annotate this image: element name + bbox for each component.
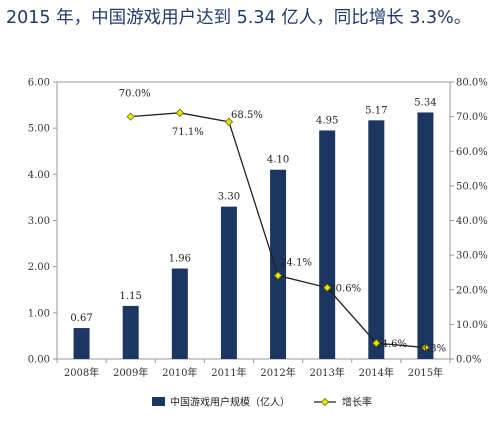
legend-swatch-bar xyxy=(152,397,165,406)
bar-value-label: 1.96 xyxy=(169,254,191,265)
legend-label-line: 增长率 xyxy=(342,396,372,409)
growth-rate-label: 24.1% xyxy=(280,258,312,269)
right-axis: 0.0% 10.0% 20.0% 30.0% 40.0% 50.0% 60.0% 70.0% 8… xyxy=(450,78,488,366)
left-tick-label: 2.00 xyxy=(28,262,50,273)
bar-value-label: 4.95 xyxy=(316,115,338,126)
bar xyxy=(319,130,336,359)
bar xyxy=(220,206,237,359)
bar xyxy=(73,328,90,359)
growth-rate-point xyxy=(372,338,381,348)
right-tick-label: 60.0% xyxy=(456,147,488,158)
x-tick-label: 2010年 xyxy=(162,366,197,379)
bar-value-label: 5.17 xyxy=(365,105,387,116)
x-tick-label: 2015年 xyxy=(408,366,443,379)
right-tick-label: 70.0% xyxy=(456,112,488,123)
growth-rate-point xyxy=(323,283,332,292)
growth-rate-label: 71.1% xyxy=(172,127,204,138)
page-headline: 2015 年，中国游戏用户达到 5.34 亿人，同比增长 3.3%。 xyxy=(6,8,472,28)
left-tick-label: 3.00 xyxy=(28,216,50,227)
plot-frame xyxy=(56,81,451,360)
bar xyxy=(171,268,188,359)
bar-value-label: 0.67 xyxy=(70,313,92,324)
growth-rate-label: 70.0% xyxy=(119,89,151,100)
right-tick-label: 0.0% xyxy=(456,355,481,366)
x-axis: 2008年 2009年 2010年 2011年 2012年 2013年 2014年 2015年 xyxy=(56,359,451,379)
left-tick-label: 6.00 xyxy=(28,78,50,89)
left-tick-label: 4.00 xyxy=(28,170,50,181)
growth-rate-label: 20.6% xyxy=(329,284,361,295)
left-axis: 0.00 1.00 2.00 3.00 4.00 5.00 6.00 xyxy=(28,78,57,366)
right-tick-label: 20.0% xyxy=(456,285,488,296)
legend-swatch-marker xyxy=(320,397,330,407)
left-tick-label: 0.00 xyxy=(28,355,50,366)
right-tick-label: 80.0% xyxy=(456,78,488,89)
right-tick-label: 50.0% xyxy=(456,181,488,192)
x-tick-label: 2013年 xyxy=(309,366,344,379)
line-data-labels: 70.0% 71.1% 68.5% 24.1% 20.6% 4.6% 3.3% xyxy=(119,89,446,355)
growth-rate-point xyxy=(224,117,234,126)
bar-value-label: 3.30 xyxy=(218,192,240,203)
growth-rate-point xyxy=(273,271,283,280)
bar-series xyxy=(73,112,434,360)
growth-rate-point xyxy=(421,343,430,352)
bar xyxy=(417,112,434,359)
growth-rate-point xyxy=(175,108,184,117)
x-tick-label: 2009年 xyxy=(113,366,148,379)
x-tick-label: 2008年 xyxy=(64,366,99,379)
bar-data-labels: 0.67 1.15 1.96 3.30 4.10 4.95 5.17 5.34 xyxy=(70,97,436,324)
legend: 中国游戏用户规模（亿人） 增长率 xyxy=(152,396,372,409)
bar-value-label: 5.34 xyxy=(414,97,436,108)
right-tick-label: 30.0% xyxy=(456,251,488,262)
line-series xyxy=(126,108,430,352)
growth-rate-label: 68.5% xyxy=(231,110,263,121)
chart-frame xyxy=(56,81,451,360)
growth-rate-label: 3.3% xyxy=(421,344,446,355)
x-tick-label: 2011年 xyxy=(211,366,246,379)
legend-label-bar: 中国游戏用户规模（亿人） xyxy=(170,396,290,409)
right-tick-label: 40.0% xyxy=(456,216,488,227)
growth-rate-label: 4.6% xyxy=(382,339,407,350)
right-tick-label: 10.0% xyxy=(456,320,488,331)
bar xyxy=(368,120,385,360)
left-tick-label: 1.00 xyxy=(28,308,50,319)
growth-rate-point xyxy=(126,112,135,121)
x-tick-label: 2014年 xyxy=(359,366,394,379)
bar-value-label: 1.15 xyxy=(120,291,142,302)
bar-value-label: 4.10 xyxy=(267,155,289,166)
bar xyxy=(270,169,287,359)
left-tick-label: 5.00 xyxy=(28,124,50,135)
x-tick-label: 2012年 xyxy=(260,366,295,379)
bar xyxy=(122,305,139,359)
